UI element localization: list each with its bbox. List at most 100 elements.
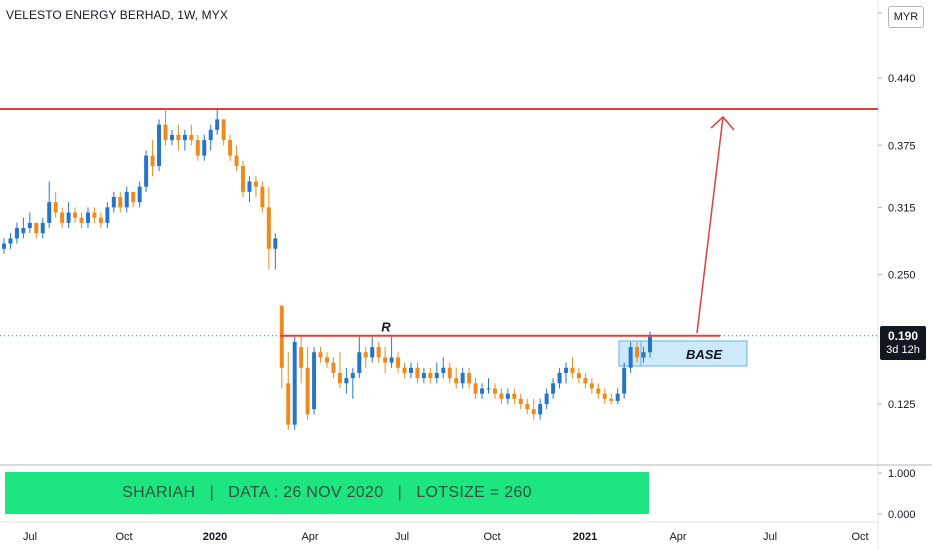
y-tick-label: 0.315 xyxy=(888,202,916,214)
candle-body xyxy=(73,212,78,218)
projection-arrow-head xyxy=(710,115,735,131)
x-tick-label: Oct xyxy=(851,531,868,543)
currency-badge[interactable]: MYR xyxy=(888,6,924,28)
candle-body xyxy=(499,393,504,399)
candle-body xyxy=(85,212,90,223)
candle-body xyxy=(357,352,362,373)
candle-body xyxy=(551,383,556,394)
candle-body xyxy=(215,119,220,130)
candle-body xyxy=(441,367,446,373)
x-tick-label: 2021 xyxy=(573,531,597,543)
candle-body xyxy=(182,134,187,141)
candle-body xyxy=(266,207,271,249)
candle-body xyxy=(538,404,543,415)
candle-body xyxy=(602,393,607,399)
candle-body xyxy=(396,357,401,368)
y-tick-label: 0.440 xyxy=(888,73,916,85)
candle-body xyxy=(564,367,569,373)
candle-body xyxy=(492,388,497,394)
candle-body xyxy=(447,367,452,379)
candle-body xyxy=(370,347,375,358)
candle-body xyxy=(253,181,258,187)
x-tick-label: Oct xyxy=(483,531,500,543)
candle-body xyxy=(234,155,239,166)
candle-body xyxy=(118,197,123,208)
candle-body xyxy=(79,217,84,223)
candle-body xyxy=(589,383,594,389)
candle-body xyxy=(480,388,485,394)
candle-body xyxy=(428,372,433,379)
candle-body xyxy=(176,134,181,141)
x-tick-label: Jul xyxy=(763,531,777,543)
candle-body xyxy=(635,347,640,358)
candle-body xyxy=(525,404,530,410)
candle-body xyxy=(98,217,103,223)
candle-body xyxy=(202,140,207,156)
candle-body xyxy=(66,212,71,223)
info-banner-text: SHARIAH | DATA : 26 NOV 2020 | LOTSIZE =… xyxy=(122,484,532,501)
candle-body xyxy=(505,393,510,399)
x-tick-label: Apr xyxy=(669,531,686,543)
candle-body xyxy=(47,202,52,223)
candle-body xyxy=(169,134,174,141)
candle-body xyxy=(363,352,368,358)
candle-body xyxy=(150,155,155,166)
candle-body xyxy=(163,124,168,141)
candle-body xyxy=(221,119,226,141)
candle-body xyxy=(131,191,136,203)
candle-body xyxy=(331,362,336,373)
candle-body xyxy=(8,238,13,244)
candle-body xyxy=(473,383,478,394)
candle-body xyxy=(389,357,394,363)
candle-body xyxy=(241,165,246,192)
candle-body xyxy=(260,186,265,208)
candle-body xyxy=(596,388,601,394)
candle-body xyxy=(53,202,58,213)
candle-body xyxy=(460,372,465,384)
x-tick-label: 2020 xyxy=(203,531,227,543)
candle-body xyxy=(544,393,549,404)
candle-body xyxy=(286,383,291,425)
candle-body xyxy=(325,357,329,363)
lower-y-tick-label: 0.000 xyxy=(888,509,916,521)
candle-body xyxy=(228,140,233,156)
candle-body xyxy=(144,155,149,187)
candle-body xyxy=(641,352,646,358)
candle-body xyxy=(137,186,142,203)
candle-body xyxy=(408,367,413,373)
candle-body xyxy=(208,129,213,141)
x-tick-label: Jul xyxy=(395,531,409,543)
candle-body xyxy=(344,378,349,384)
candle-body xyxy=(434,372,439,379)
candle-body xyxy=(247,181,252,192)
candle-body xyxy=(454,378,459,384)
base-label: BASE xyxy=(686,347,722,362)
candle-body xyxy=(157,124,162,166)
candle-body xyxy=(570,367,575,373)
candle-body xyxy=(518,398,523,404)
candle-body xyxy=(2,243,6,249)
candle-body xyxy=(622,367,627,394)
candle-body xyxy=(105,207,110,223)
candle-body xyxy=(92,212,97,218)
candle-body xyxy=(273,238,278,249)
last-price-badge: 0.190 3d 12h xyxy=(880,326,926,360)
candle-body xyxy=(337,372,342,384)
candle-body xyxy=(467,372,472,384)
info-banner: SHARIAH | DATA : 26 NOV 2020 | LOTSIZE =… xyxy=(5,472,649,514)
x-tick-label: Apr xyxy=(301,531,318,543)
candle-body xyxy=(531,409,536,415)
y-tick-label: 0.375 xyxy=(888,140,916,152)
candle-body xyxy=(189,134,194,141)
chart-title: VELESTO ENERGY BERHAD, 1W, MYX xyxy=(6,8,228,22)
lower-y-tick-label: 1.000 xyxy=(888,468,916,480)
candle-body xyxy=(195,140,200,156)
base-zone xyxy=(618,340,748,367)
candle-body xyxy=(305,367,310,415)
candle-body xyxy=(21,228,26,234)
candle-body xyxy=(648,336,652,353)
candle-body xyxy=(376,347,381,358)
candle-body xyxy=(312,352,317,410)
